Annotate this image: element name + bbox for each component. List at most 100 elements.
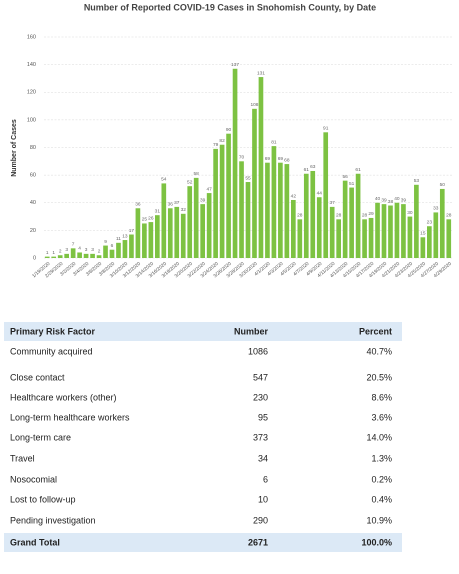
table-cell: 14.0% [366,432,392,442]
data-label: 47 [206,186,212,192]
bar [142,223,147,258]
y-tick-label: 0 [33,255,36,261]
bar [226,133,231,258]
bar [96,255,102,258]
table-cell: 95 [258,412,268,422]
table-header-cell: Percent [359,326,392,336]
data-label: 3 [85,247,88,253]
table-cell: Long-term care [10,432,71,442]
data-label: 2 [59,249,62,255]
table-cell: 3.6% [371,412,392,422]
table-cell: Pending investigation [10,515,96,525]
bar [439,188,445,258]
bar [265,162,270,258]
bar [420,237,426,258]
bar [349,187,354,258]
bar [77,252,82,258]
bar [278,162,283,258]
bar [109,249,115,258]
bar [44,256,50,258]
data-label: 52 [187,179,193,185]
bar [129,234,134,258]
y-tick-label: 20 [30,228,36,234]
bar [381,204,387,258]
bar [180,213,186,258]
data-label: 44 [317,190,323,196]
table-cell: 20.5% [366,372,392,382]
data-label: 28 [336,213,342,219]
data-label: 40 [394,196,400,202]
data-label: 69 [278,156,284,162]
data-label: 55 [245,175,251,181]
table-cell: Healthcare workers (other) [10,392,117,402]
bar [161,183,167,258]
table-cell: Community acquired [10,346,93,356]
bar [433,212,439,258]
bar [239,161,244,258]
bar [64,253,69,258]
table-cell: Long-term healthcare workers [10,412,130,422]
bar [83,253,89,258]
bar [90,253,95,258]
table-cell: Nosocomial [10,474,57,484]
table-cell: Close contact [10,372,65,382]
table-cell: 0.2% [371,474,392,484]
data-label: 51 [349,181,355,187]
data-label: 28 [362,213,368,219]
data-label: 79 [213,142,219,148]
bar [103,245,108,258]
data-label: 26 [148,215,154,221]
bar [155,215,160,258]
y-tick-label: 80 [30,145,36,151]
chart-title: Number of Reported COVID-19 Cases in Sno… [84,2,376,12]
data-label: 81 [271,139,277,145]
data-label: 11 [116,236,121,242]
table-header-bg [4,322,402,341]
data-label: 50 [440,182,446,188]
bar [401,204,406,258]
y-axis-label: Number of Cases [11,119,18,177]
bar [355,173,361,258]
data-label: 37 [330,200,336,206]
data-label: 36 [135,202,141,208]
y-tick-label: 100 [27,117,36,123]
y-tick-label: 120 [27,90,36,96]
table-total-bg [4,533,402,552]
bar [336,219,341,258]
bar [219,144,225,258]
bar [187,186,193,258]
data-label: 30 [407,210,413,216]
y-tick-label: 140 [27,62,36,68]
bar [122,240,128,258]
table-cell: 1.3% [371,453,392,463]
table-cell: 10.9% [366,515,392,525]
data-label: 15 [420,231,426,237]
bar [284,164,290,258]
y-tick-label: 60 [30,173,36,179]
bar [394,202,400,258]
bar [362,219,367,258]
data-label: 13 [122,233,128,239]
bar [70,248,76,258]
data-label: 137 [231,62,239,68]
bar [245,182,251,258]
data-label: 61 [355,167,361,173]
bar [206,193,212,258]
bar [427,226,432,258]
data-label: 4 [78,246,81,252]
data-label: 36 [168,202,174,208]
data-label: 1 [46,250,49,256]
table-total-cell: Grand Total [10,537,60,547]
table-cell: 373 [253,432,268,442]
bar [167,208,173,258]
data-label: 3 [65,247,68,253]
data-label: 90 [226,127,232,133]
data-label: 39 [401,197,407,203]
bar [252,108,257,258]
table-cell: 40.7% [366,346,392,356]
table-header-cell: Number [234,326,269,336]
data-label: 131 [257,70,265,76]
data-label: 32 [181,207,187,213]
bar [291,199,296,258]
